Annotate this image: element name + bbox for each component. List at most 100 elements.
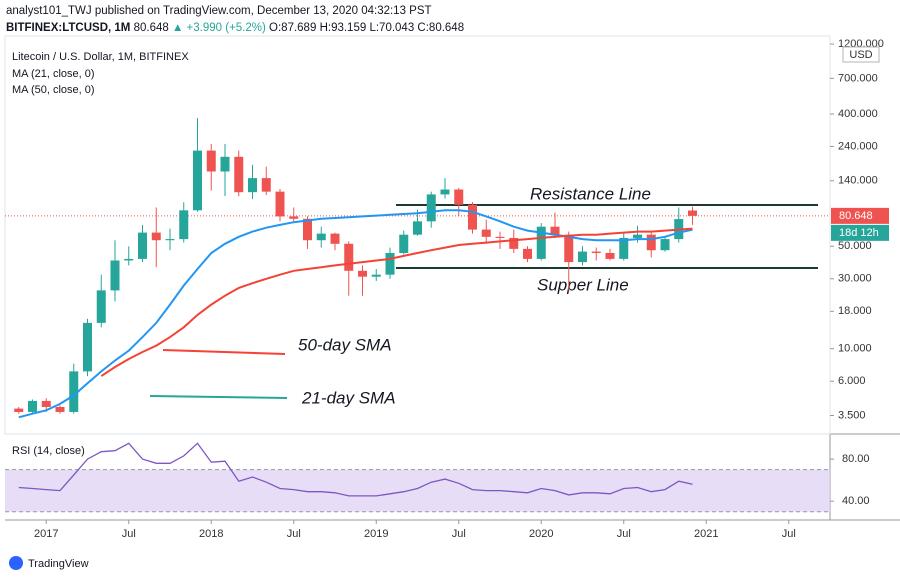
candle-body [303,218,312,241]
candle-body [578,251,587,263]
candle-body [468,204,477,230]
rsi-line [18,442,693,497]
symbol: BITFINEX:LTCUSD, 1M [6,22,130,34]
candle-body [344,243,354,271]
x-tick-label: Jul [782,528,796,540]
candle-body [55,406,65,412]
candle-body [234,156,244,193]
price-tag [831,207,889,224]
candle-body [550,226,560,235]
open: O:87.689 [269,22,316,34]
x-tick-label: Jul [452,528,466,540]
candle-body [138,232,147,259]
symbol-line: BITFINEX:LTCUSD, 1M 80.648 ▲ +3.990 (+5.… [6,22,464,34]
x-tick-label: 2020 [529,528,553,540]
candle-body [41,400,51,407]
y-tick-label: 700.000 [838,72,878,84]
candle-body [110,260,120,291]
currency-box [842,46,880,63]
x-tick-label: 2019 [364,528,388,540]
candle-body [399,234,409,253]
candle-body [124,258,134,261]
ma50-legend: MA (50, close, 0) [12,84,95,96]
candle-body [179,210,189,240]
candle-body [385,252,395,275]
candle-body [289,216,299,219]
candle-body [509,237,519,249]
main-pane [4,35,831,435]
candle-body [28,400,37,412]
sma21-marker [149,395,288,399]
countdown-label: 18d 12h [839,227,879,239]
high: H:93.159 [320,22,367,34]
ma21-legend: MA (21, close, 0) [12,68,95,80]
logo-text: TradingView [28,558,89,570]
x-tick-label: Jul [287,528,301,540]
logo[interactable]: TradingView [9,556,89,570]
ma-line [18,209,693,419]
candle-body [193,150,202,211]
candle-body [536,226,546,259]
y-tick-label: 18.000 [838,305,872,317]
support-label: Supper Line [537,275,629,294]
candle-body [495,236,505,238]
candle-body [413,221,422,235]
low: L:70.043 [369,22,414,34]
close: C:80.648 [417,22,464,34]
x-tick-label: 2021 [694,528,718,540]
candle-body [605,252,615,259]
candle-body [523,248,532,259]
candle-body [275,191,285,217]
y-tick-label: 6.000 [838,375,866,387]
sma50-marker [162,349,286,355]
rsi-band [5,469,830,512]
sma50-label: 50-day SMA [298,335,392,354]
candle-body [619,237,629,259]
candle-body [454,189,464,205]
candle-body [358,270,367,277]
candle-body [688,210,697,216]
y-tick-label: 240.000 [838,140,878,152]
candle-body [660,239,670,251]
x-tick-label: 2017 [34,528,58,540]
resistance-label: Resistance Line [530,184,651,203]
candle-body [316,233,326,241]
countdown-tag [831,224,889,241]
change: ▲ +3.990 (+5.2%) [172,22,266,34]
published-line: analyst101_TWJ published on TradingView.… [6,5,432,17]
candle-body [69,371,79,412]
y-tick-label: 3.500 [838,409,866,421]
x-tick-label: 2018 [199,528,223,540]
y-tick-label: 50.000 [838,240,872,252]
last-price: 80.648 [134,22,169,34]
candle-body [330,233,340,244]
x-tick-label: Jul [617,528,631,540]
y-tick-label: 400.000 [838,108,878,120]
candle-body [371,274,381,277]
candle-body [481,229,491,237]
candle-body [96,290,106,323]
x-tick-label: Jul [122,528,136,540]
candle-body [440,189,450,195]
ma-line [100,227,693,377]
candle-body [165,239,175,241]
candle-body [151,232,161,241]
pane-title: Litecoin / U.S. Dollar, 1M, BITFINEX [12,51,189,63]
candle-body [564,234,574,263]
y-tick-label: 140.000 [838,175,878,187]
price-tag-label: 80.648 [839,210,873,222]
candle-body [14,408,24,412]
currency-label: USD [849,49,872,61]
y-tick-label: 10.000 [838,343,872,355]
rsi-title: RSI (14, close) [12,445,85,457]
candle-body [633,234,642,238]
candle-body [646,234,656,251]
sma21-label: 21-day SMA [301,388,396,407]
candle-body [248,178,257,193]
logo-icon [9,556,23,570]
rsi-tick-label: 40.00 [842,495,870,507]
candle-body [206,150,216,172]
y-tick-label: 30.000 [838,273,872,285]
candle-body [83,322,92,372]
